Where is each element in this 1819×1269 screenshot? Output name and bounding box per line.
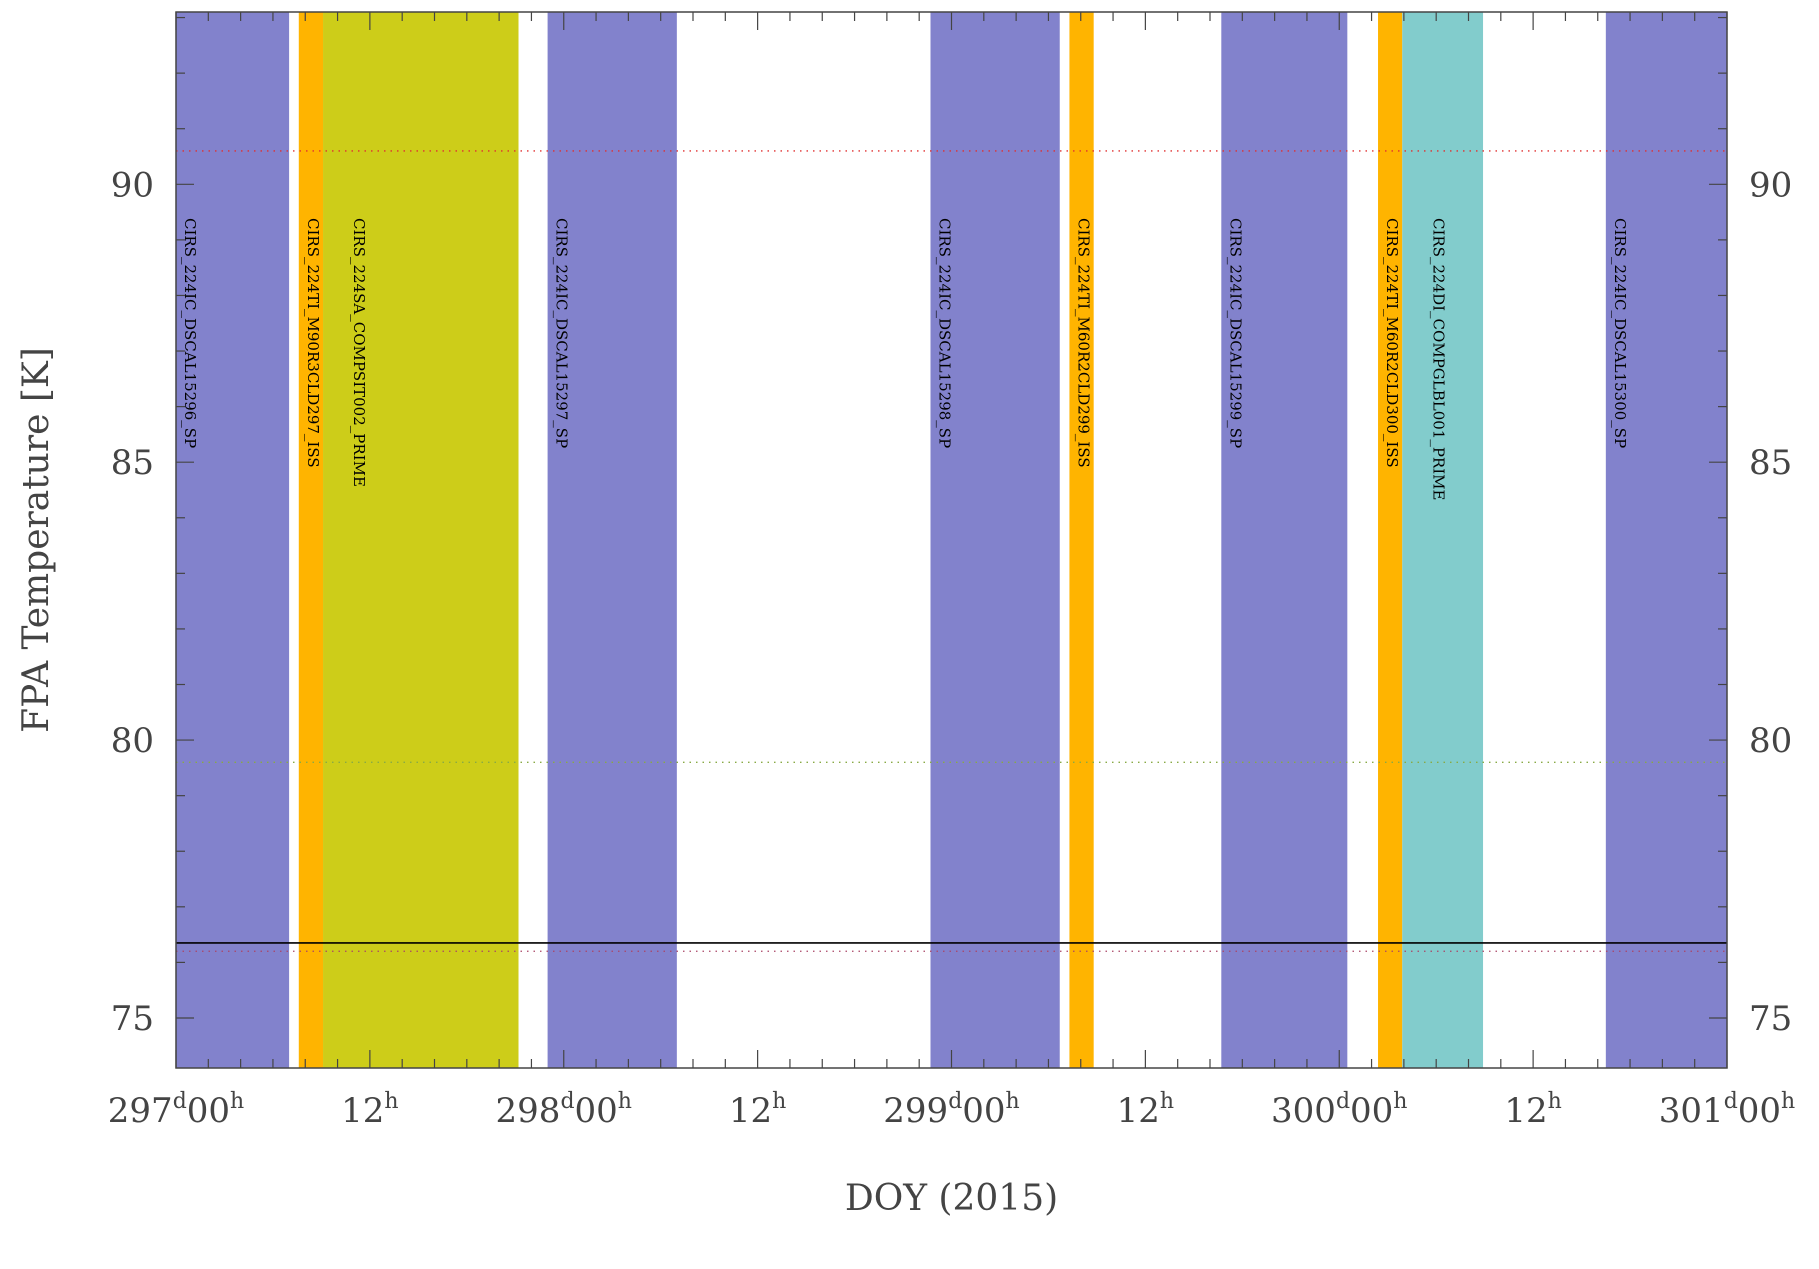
band-5 [1069,12,1094,1068]
x-tick-day-unit: d [560,1089,574,1114]
observation-bands [176,12,1727,1068]
band-6 [1221,12,1348,1068]
x-tick-hour-unit: h [384,1089,398,1114]
x-tick-label-8: 301d00h [1659,1089,1795,1131]
x-tick-hour-unit: h [1006,1089,1020,1114]
x-tick-time: 00 [187,1091,230,1131]
band-label-3: CIRS_224IC_DSCAL15297_SP [553,218,571,448]
x-tick-day-unit: d [1724,1089,1738,1114]
x-tick-label-4: 299d00h [883,1089,1019,1131]
x-tick-doy: 300 [1271,1091,1336,1131]
x-tick-time: 00 [575,1091,618,1131]
y-tick-label-right-1: 80 [1749,721,1792,761]
y-tick-label-right-3: 90 [1749,165,1792,205]
band-3 [547,12,677,1068]
y-tick-label-left-3: 90 [111,165,154,205]
x-tick-doy: 301 [1659,1091,1724,1131]
y-tick-label-right-0: 75 [1749,999,1792,1039]
x-tick-hour-unit: h [1548,1089,1562,1114]
band-label-1: CIRS_224TI_M90R3CLD297_ISS [304,218,322,468]
x-tick-time: 12 [1117,1091,1160,1131]
band-label-2: CIRS_224SA_COMPSIT002_PRIME [350,218,368,487]
x-tick-label-7: 12h [1504,1089,1561,1131]
x-tick-doy: 299 [883,1091,948,1131]
band-0 [176,12,290,1068]
band-7 [1378,12,1403,1068]
x-tick-day-unit: d [1336,1089,1350,1114]
x-tick-time: 00 [1738,1091,1781,1131]
band-9 [1605,12,1727,1068]
band-label-7: CIRS_224TI_M60R2CLD300_ISS [1383,218,1401,468]
x-tick-time: 00 [1350,1091,1393,1131]
x-tick-hour-unit: h [1781,1089,1795,1114]
band-4 [930,12,1060,1068]
band-label-8: CIRS_224DI_COMPGLBL001_PRIME [1429,218,1447,500]
x-tick-time: 12 [729,1091,772,1131]
band-8 [1402,12,1484,1068]
x-tick-hour-unit: h [230,1089,244,1114]
x-tick-label-2: 298d00h [496,1089,632,1131]
x-tick-label-1: 12h [341,1089,398,1131]
x-tick-day-unit: d [948,1089,962,1114]
y-tick-label-right-2: 85 [1749,443,1792,483]
x-tick-day-unit: d [173,1089,187,1114]
x-tick-label-3: 12h [729,1089,786,1131]
x-tick-hour-unit: h [1393,1089,1407,1114]
x-tick-time: 00 [962,1091,1005,1131]
x-tick-doy: 298 [496,1091,561,1131]
y-tick-label-left-2: 85 [111,443,154,483]
band-2 [323,12,519,1068]
x-tick-hour-unit: h [1160,1089,1174,1114]
x-tick-label-5: 12h [1117,1089,1174,1131]
band-1 [298,12,324,1068]
x-tick-hour-unit: h [618,1089,632,1114]
band-label-4: CIRS_224IC_DSCAL15298_SP [935,218,953,448]
x-tick-label-0: 297d00h [108,1089,244,1131]
x-tick-time: 12 [341,1091,384,1131]
y-axis-title: FPA Temperature [K] [16,347,57,733]
y-tick-label-left-1: 80 [111,721,154,761]
x-tick-doy: 297 [108,1091,173,1131]
band-label-0: CIRS_224IC_DSCAL15296_SP [181,218,199,448]
y-tick-label-left-0: 75 [111,999,154,1039]
band-label-9: CIRS_224IC_DSCAL15300_SP [1611,218,1629,448]
x-tick-time: 12 [1504,1091,1547,1131]
band-label-6: CIRS_224IC_DSCAL15299_SP [1226,218,1244,448]
x-tick-hour-unit: h [772,1089,786,1114]
band-label-5: CIRS_224TI_M60R2CLD299_ISS [1074,218,1092,468]
x-tick-label-6: 300d00h [1271,1089,1407,1131]
x-axis-title: DOY (2015) [845,1178,1058,1219]
band-labels: CIRS_224IC_DSCAL15296_SP CIRS_224TI_M90R3… [181,218,1629,500]
reference-lines [176,150,1727,952]
